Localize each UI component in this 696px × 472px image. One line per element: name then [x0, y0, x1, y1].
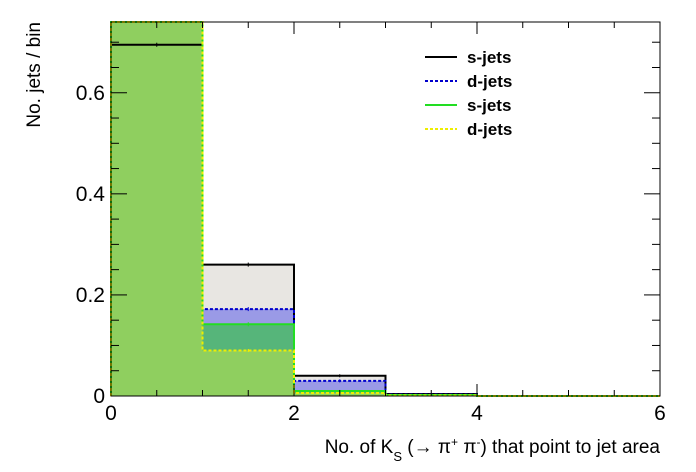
x-axis-label-mid: (→ π	[402, 437, 451, 458]
bar-fill-series3-bin1	[202, 350, 294, 396]
axis-ticks	[110, 22, 661, 397]
legend-label-d-jets-blue: d-jets	[467, 72, 512, 91]
legend-label-d-jets-yellow: d-jets	[467, 120, 512, 139]
x-axis-label-sup2: -	[476, 435, 480, 449]
x-axis-label-post: ) that point to jet area	[480, 437, 660, 458]
legend-label-s-jets-black: s-jets	[467, 48, 511, 67]
x-axis-label-pre: No. of K	[325, 437, 394, 458]
y-tick-label: 0.6	[76, 82, 105, 105]
x-tick-label: 2	[288, 402, 300, 425]
x-axis-label: No. of KS (→ π+ π-) that point to jet ar…	[325, 435, 661, 464]
legend-label-s-jets-green: s-jets	[467, 96, 511, 115]
x-axis-label-mid2: π	[458, 437, 476, 458]
legend: s-jets d-jets s-jets d-jets	[425, 48, 512, 139]
x-tick-label: 0	[105, 402, 117, 425]
y-tick-label: 0.2	[76, 284, 105, 307]
x-tick-label: 4	[471, 402, 483, 425]
y-tick-label: 0.4	[76, 183, 106, 206]
x-tick-label: 6	[654, 402, 666, 425]
y-tick-label: 0	[93, 385, 105, 408]
histogram-bins	[110, 21, 660, 397]
bar-fill-series3-bin0	[111, 22, 203, 396]
x-axis-label-sup1: +	[451, 435, 458, 449]
tick-labels: 0 2 4 6 0 0.2 0.4 0.6	[76, 82, 666, 425]
x-axis-label-sub: S	[393, 449, 402, 464]
y-axis-label: No. jets / bin	[24, 22, 45, 128]
